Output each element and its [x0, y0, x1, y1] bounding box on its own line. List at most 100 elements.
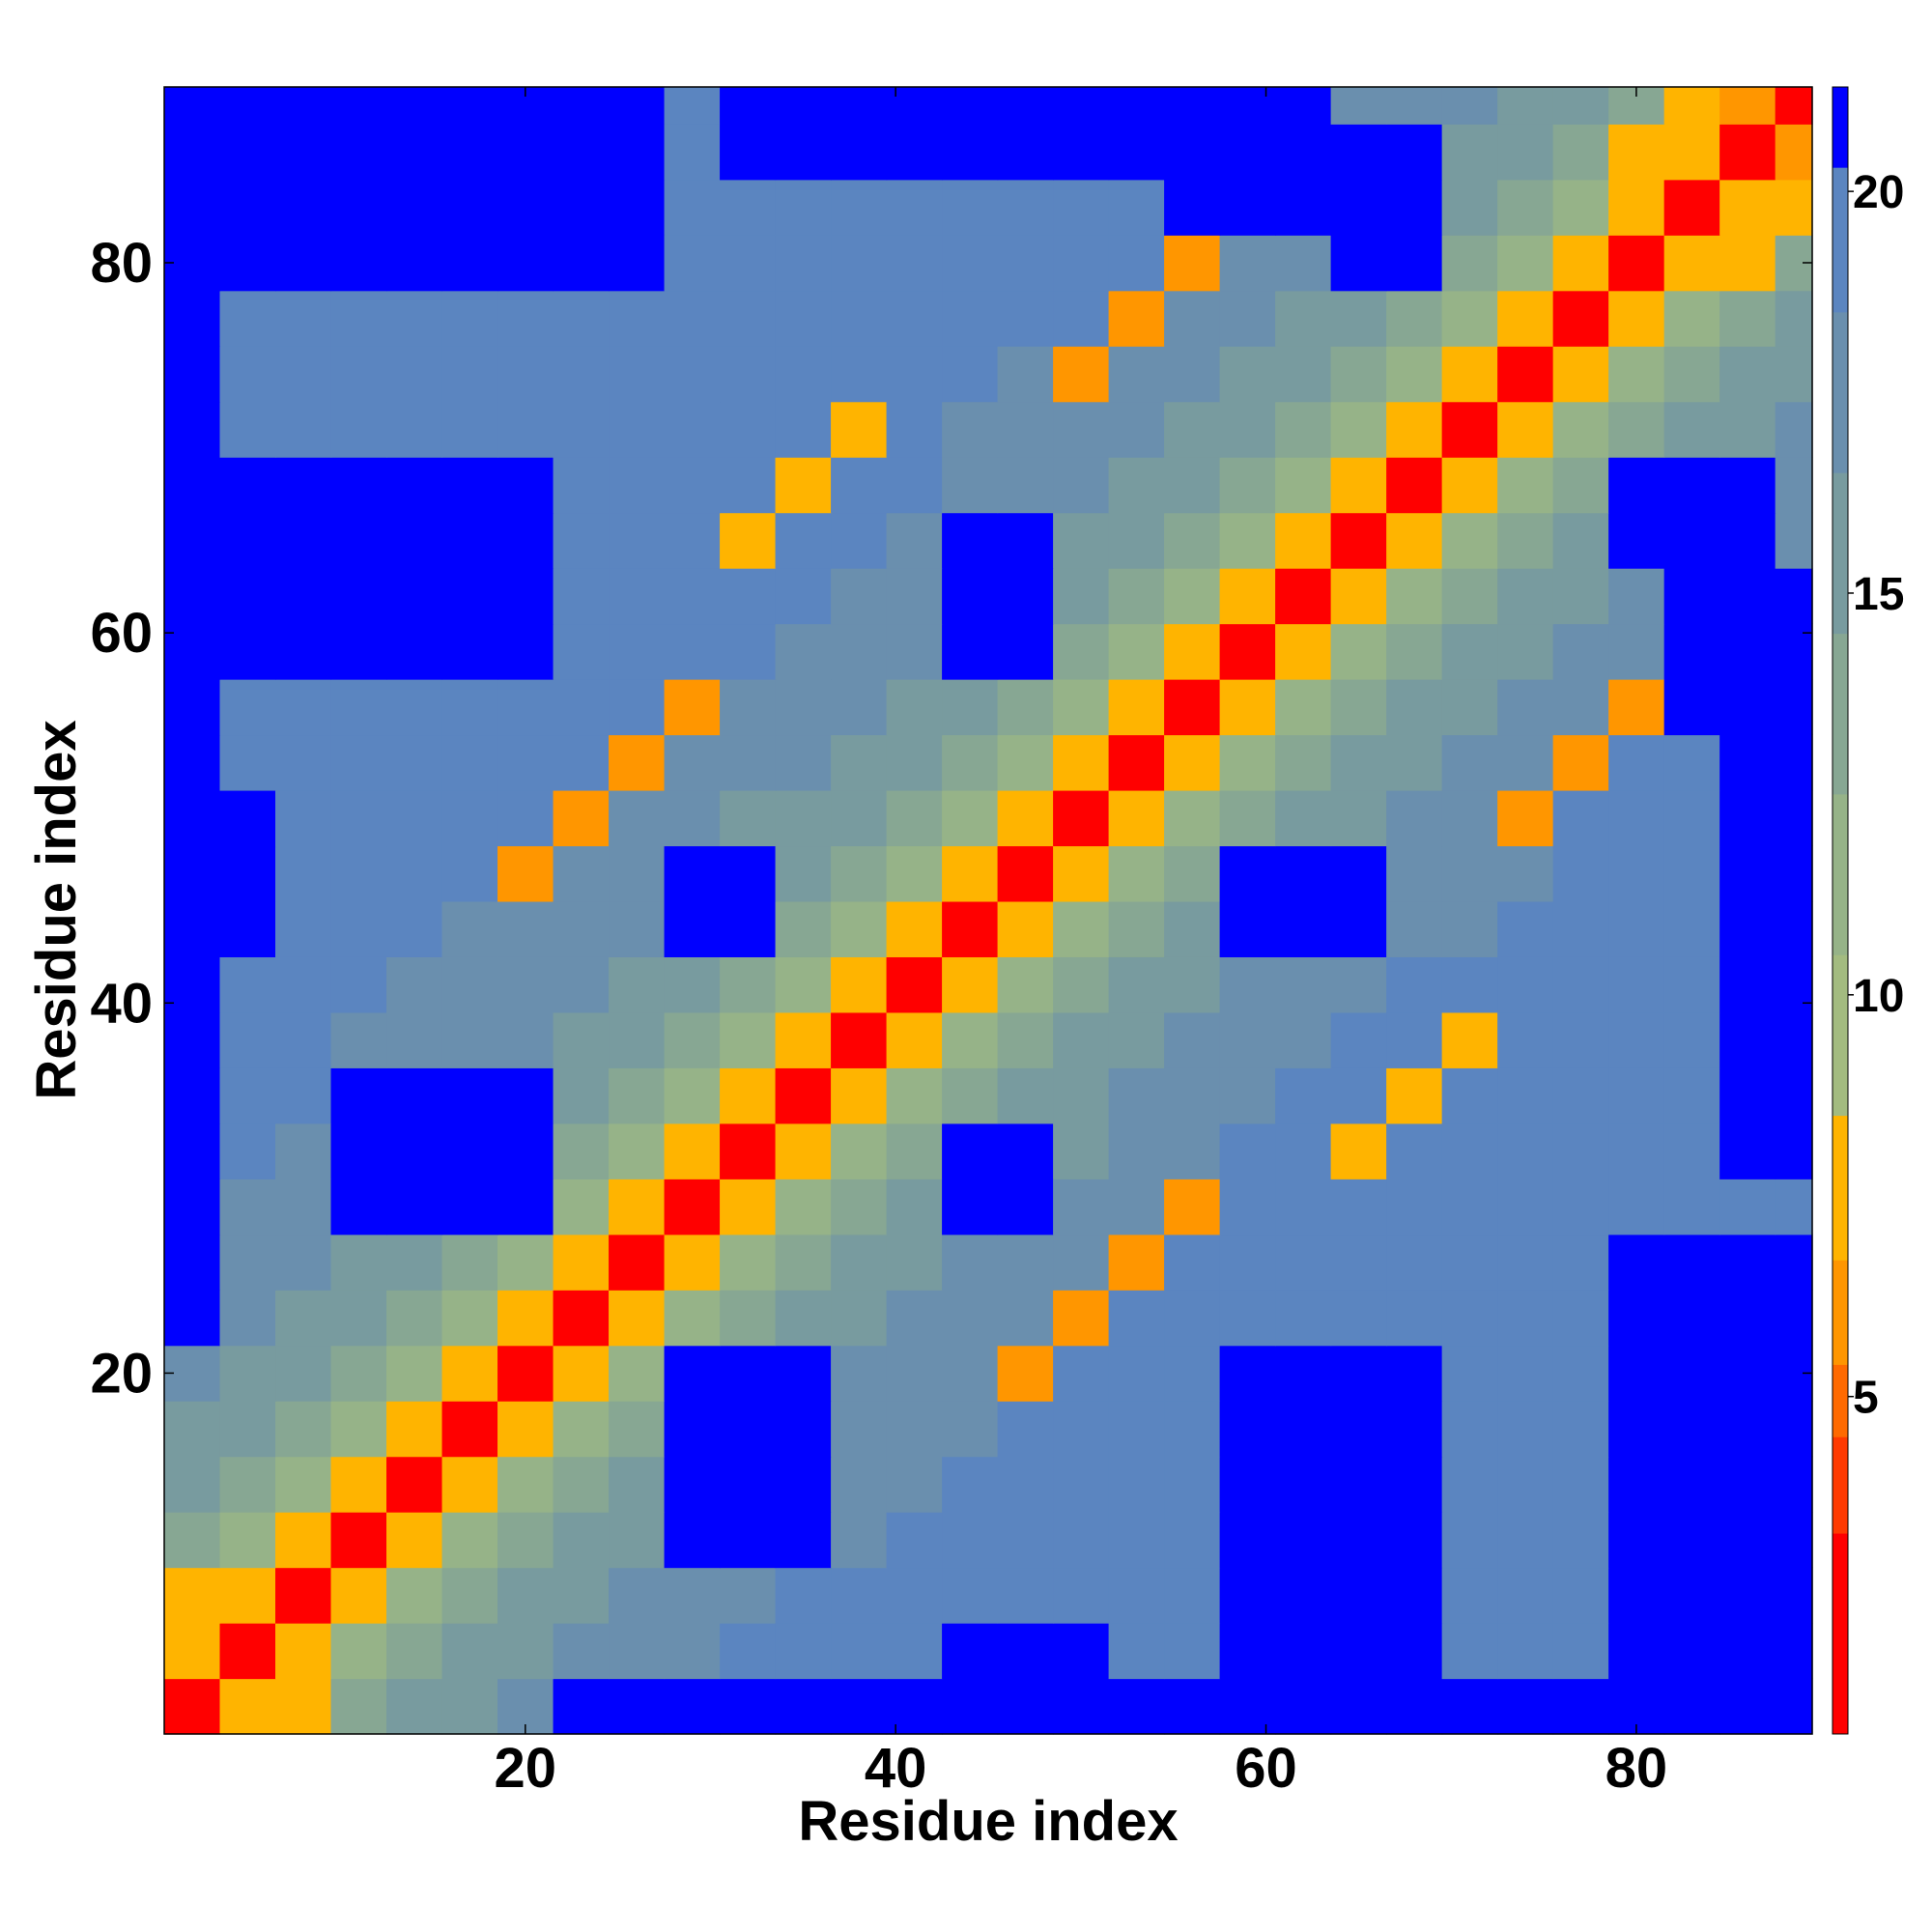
heatmap-cell [330, 512, 387, 569]
heatmap-cell [942, 1512, 999, 1569]
heatmap-cell [1275, 87, 1332, 125]
heatmap-cell [330, 1623, 387, 1680]
heatmap-cell [441, 623, 498, 680]
heatmap-cell [1386, 734, 1443, 791]
heatmap-cell [1219, 401, 1276, 458]
heatmap-cell [1441, 512, 1498, 569]
heatmap-cell [775, 290, 832, 347]
heatmap-cell [775, 1290, 832, 1347]
heatmap-cell [275, 1456, 332, 1513]
heatmap-cell [1053, 956, 1110, 1013]
heatmap-cell [386, 623, 443, 680]
heatmap-cell [275, 87, 332, 125]
heatmap-cell [1386, 1011, 1443, 1068]
heatmap-cell [1663, 1678, 1720, 1735]
heatmap-cell [1053, 734, 1110, 791]
heatmap-cell [1775, 900, 1813, 957]
heatmap-cell [497, 734, 554, 791]
heatmap-cell [886, 346, 943, 403]
heatmap-cell [1053, 1234, 1110, 1291]
heatmap-cell [1330, 1234, 1387, 1291]
heatmap-cell [330, 124, 387, 181]
heatmap-cell [1108, 1678, 1165, 1735]
heatmap-cell [609, 346, 666, 403]
heatmap-cell [886, 679, 943, 736]
heatmap-cell [497, 290, 554, 347]
heatmap-cell [497, 1456, 554, 1513]
heatmap-cell [1719, 124, 1776, 181]
heatmap-cell [1775, 1623, 1813, 1680]
heatmap-cell [1164, 87, 1221, 125]
heatmap-cell [1775, 1234, 1813, 1291]
heatmap-cell [386, 956, 443, 1013]
heatmap-cell [1608, 956, 1665, 1013]
heatmap-cell [1719, 1290, 1776, 1347]
heatmap-cell [275, 1678, 332, 1735]
heatmap-cell [275, 679, 332, 736]
heatmap-cell [609, 401, 666, 458]
heatmap-cell [275, 512, 332, 569]
heatmap-cell [497, 1122, 554, 1179]
heatmap-cell [219, 623, 276, 680]
heatmap-cell [1275, 1179, 1332, 1236]
heatmap-cell [997, 623, 1054, 680]
heatmap-cell [1608, 235, 1665, 292]
heatmap-cell [275, 124, 332, 181]
heatmap-cell [219, 1623, 276, 1680]
heatmap-cell [553, 1623, 610, 1680]
heatmap-cell [275, 1345, 332, 1402]
heatmap-cell [720, 1290, 777, 1347]
heatmap-cell [831, 1623, 888, 1680]
heatmap-cell [1552, 457, 1609, 514]
heatmap-cell [1330, 1011, 1387, 1068]
heatmap-cell [1608, 1345, 1665, 1402]
heatmap-cell [1608, 1512, 1665, 1569]
heatmap-cell [1441, 1122, 1498, 1179]
heatmap-cell [942, 845, 999, 902]
heatmap-cell [164, 734, 221, 791]
heatmap-cell [775, 1011, 832, 1068]
heatmap-cell [886, 845, 943, 902]
heatmap-cell [1775, 1512, 1813, 1569]
heatmap-cell [164, 512, 221, 569]
heatmap-cell [330, 179, 387, 236]
heatmap-cell [1108, 179, 1165, 236]
heatmap-cell [330, 1290, 387, 1347]
heatmap-cell [1108, 1345, 1165, 1402]
heatmap-cell [1497, 1512, 1554, 1569]
colorbar-tick-label: 20 [1853, 167, 1904, 218]
heatmap-cell [1663, 346, 1720, 403]
heatmap-cell [1552, 1234, 1609, 1291]
heatmap-cell [1552, 124, 1609, 181]
heatmap-cell [720, 568, 777, 625]
heatmap-cell [386, 789, 443, 847]
heatmap-cell [1108, 1234, 1165, 1291]
heatmap-cell [1719, 1067, 1776, 1124]
heatmap-cell [831, 956, 888, 1013]
colorbar-swatch [1833, 633, 1848, 795]
heatmap-cell [1330, 1678, 1387, 1735]
heatmap-cell [275, 179, 332, 236]
heatmap-cell [775, 1623, 832, 1680]
heatmap-cell [664, 845, 721, 902]
heatmap-cell [219, 1345, 276, 1402]
heatmap-cell [942, 900, 999, 957]
heatmap-cell [1386, 1234, 1443, 1291]
heatmap-cell [664, 1401, 721, 1458]
heatmap-cell [1219, 290, 1276, 347]
heatmap-cell [942, 1290, 999, 1347]
heatmap-cell [942, 512, 999, 569]
heatmap-cell [1719, 1456, 1776, 1513]
heatmap-cell [1219, 1067, 1276, 1124]
heatmap-cell [1386, 956, 1443, 1013]
heatmap-cell [386, 1456, 443, 1513]
heatmap-cell [664, 900, 721, 957]
heatmap-cell [942, 1345, 999, 1402]
heatmap-cell [330, 1401, 387, 1458]
heatmap-cell [831, 1345, 888, 1402]
heatmap-cell [1108, 568, 1165, 625]
heatmap-cell [1663, 401, 1720, 458]
heatmap-cell [775, 1512, 832, 1569]
heatmap-cell [1053, 1011, 1110, 1068]
